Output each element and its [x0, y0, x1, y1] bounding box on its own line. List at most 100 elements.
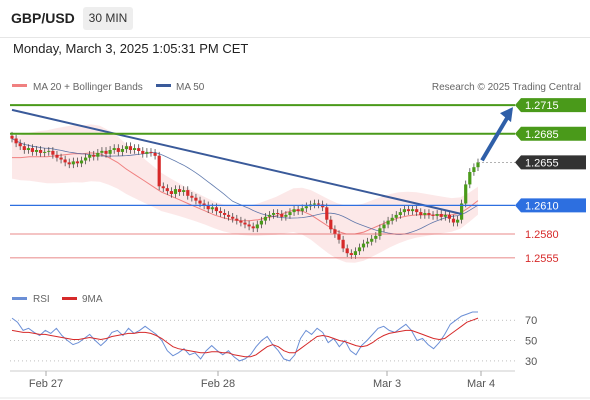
candle-body [71, 161, 75, 165]
candle-body [239, 220, 243, 223]
candle-body [447, 214, 451, 219]
rsi-ma-line [11, 317, 479, 358]
projection-arrow-head [500, 107, 513, 123]
candle-body [39, 150, 43, 153]
candle-body [116, 148, 120, 152]
candle-body [231, 216, 235, 219]
candle-body [472, 167, 476, 172]
candle-body [272, 213, 276, 215]
candle-body [451, 218, 456, 223]
candle-body [169, 191, 173, 194]
candle-body [255, 224, 259, 229]
candle-body [96, 152, 100, 157]
candle-body [153, 152, 157, 156]
candle-body [47, 150, 51, 152]
chart-header: GBP/USD 30 MIN [0, 0, 590, 38]
timeframe-button[interactable]: 30 MIN [83, 7, 133, 30]
candle-body [406, 209, 411, 212]
ma50-legend-swatch [156, 84, 171, 87]
candle-body [378, 228, 382, 236]
candle-body [214, 207, 218, 212]
candle-body [88, 154, 92, 158]
candle-body [198, 200, 202, 204]
candle-body [161, 186, 165, 189]
candle-body [43, 151, 47, 153]
candle-body [415, 209, 419, 213]
projection-arrow-shaft [480, 117, 509, 162]
datetime-label: Monday, March 3, 2025 1:05:31 PM CET [13, 41, 249, 56]
candle-body [100, 150, 104, 153]
candle-body [386, 220, 390, 225]
candle-body [227, 214, 231, 217]
candle-body [124, 146, 129, 150]
candle-body [267, 214, 272, 217]
candle-body [435, 214, 439, 216]
candle-body [178, 189, 182, 192]
candle-body [292, 209, 296, 213]
candle-body [63, 159, 67, 163]
candle-body [329, 219, 333, 230]
candle-body [137, 148, 141, 151]
x-tick-label: Mar 4 [467, 378, 495, 390]
ma50-legend-label: MA 50 [176, 82, 205, 93]
x-tick-label: Mar 3 [373, 378, 401, 390]
candle-body [398, 212, 402, 215]
candle-body [276, 213, 280, 214]
candle-body [84, 157, 88, 161]
candle-body [210, 207, 214, 210]
rsi-tick-label: 50 [525, 336, 537, 348]
candle-body [157, 155, 161, 187]
candle-body [223, 213, 227, 215]
candle-body [341, 239, 345, 249]
candle-body [67, 162, 71, 165]
candle-body [345, 248, 349, 254]
candle-body [165, 188, 169, 192]
candle-body [14, 138, 18, 144]
x-tick-label: Feb 27 [29, 378, 63, 390]
candle-body [468, 172, 472, 185]
candle-body [26, 148, 30, 150]
candle-body [182, 190, 186, 192]
rsi-plot: 70 50 30 [10, 311, 537, 368]
candle-body [361, 243, 366, 248]
current-price-label-box [515, 155, 586, 170]
resistance-label: 1.2715 [525, 100, 559, 112]
minor-level-label: 1.2580 [525, 229, 559, 241]
support-label: 1.2610 [525, 200, 559, 212]
candle-body [390, 217, 394, 221]
candle-body [141, 150, 145, 154]
candle-body [349, 253, 353, 255]
candle-body [22, 146, 26, 150]
candle-body [370, 238, 374, 242]
candle-body [18, 143, 22, 147]
header-divider [0, 37, 590, 38]
rsi-legend-swatch [12, 297, 27, 300]
candle-body [92, 154, 96, 157]
candle-body [476, 162, 480, 168]
candle-body [251, 226, 255, 229]
current-price-label: 1.2655 [525, 157, 559, 169]
candle-body [423, 213, 427, 215]
minor-level-label: 1.2555 [525, 253, 559, 265]
candle-body [402, 209, 406, 213]
candle-body [394, 214, 398, 218]
candle-body [325, 207, 329, 220]
candle-body [75, 161, 79, 164]
candle-body [460, 203, 464, 220]
candle-body [431, 214, 435, 216]
x-axis: Feb 27 Feb 28 Mar 3 Mar 4 [29, 371, 495, 390]
x-tick-label: Feb 28 [201, 378, 235, 390]
candle-body [337, 234, 341, 240]
candle-body [51, 150, 55, 155]
rsi-ma-legend-label: 9MA [82, 294, 103, 305]
symbol-label: GBP/USD [11, 10, 75, 26]
candle-body [206, 205, 210, 210]
candle-body [55, 154, 59, 158]
bb-legend-label: MA 20 + Bollinger Bands [33, 82, 143, 93]
candle-body [366, 241, 370, 244]
candle-body [10, 135, 14, 139]
candle-body [427, 213, 431, 215]
candle-body [128, 146, 133, 150]
candle-body [304, 206, 308, 209]
